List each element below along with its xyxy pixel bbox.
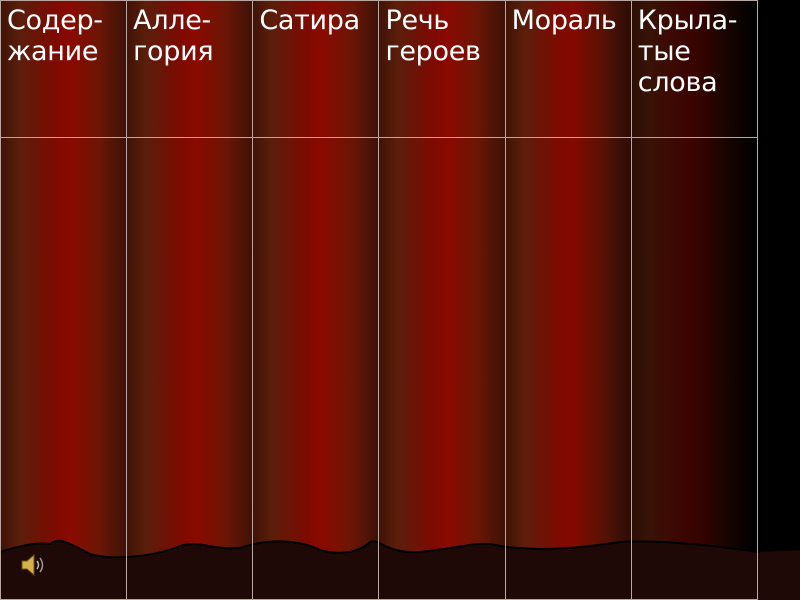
header-cell: Алле- гория — [126, 0, 254, 138]
sound-icon[interactable] — [20, 553, 46, 577]
header-cell: Речь героев — [378, 0, 506, 138]
topics-table: Содер- жание Алле- гория Сатира Речь гер… — [0, 0, 759, 600]
body-cell — [504, 137, 632, 600]
header-cell: Содер- жание — [0, 0, 128, 138]
body-cell — [126, 137, 254, 600]
header-row: Содер- жание Алле- гория Сатира Речь гер… — [0, 0, 759, 138]
header-cell: Сатира — [252, 0, 380, 138]
body-row — [0, 137, 759, 600]
body-cell — [0, 137, 128, 600]
header-cell: Мораль — [504, 0, 632, 138]
body-cell — [378, 137, 506, 600]
header-cell: Крыла- тые слова — [630, 0, 759, 138]
body-cell — [630, 137, 759, 600]
body-cell — [252, 137, 380, 600]
